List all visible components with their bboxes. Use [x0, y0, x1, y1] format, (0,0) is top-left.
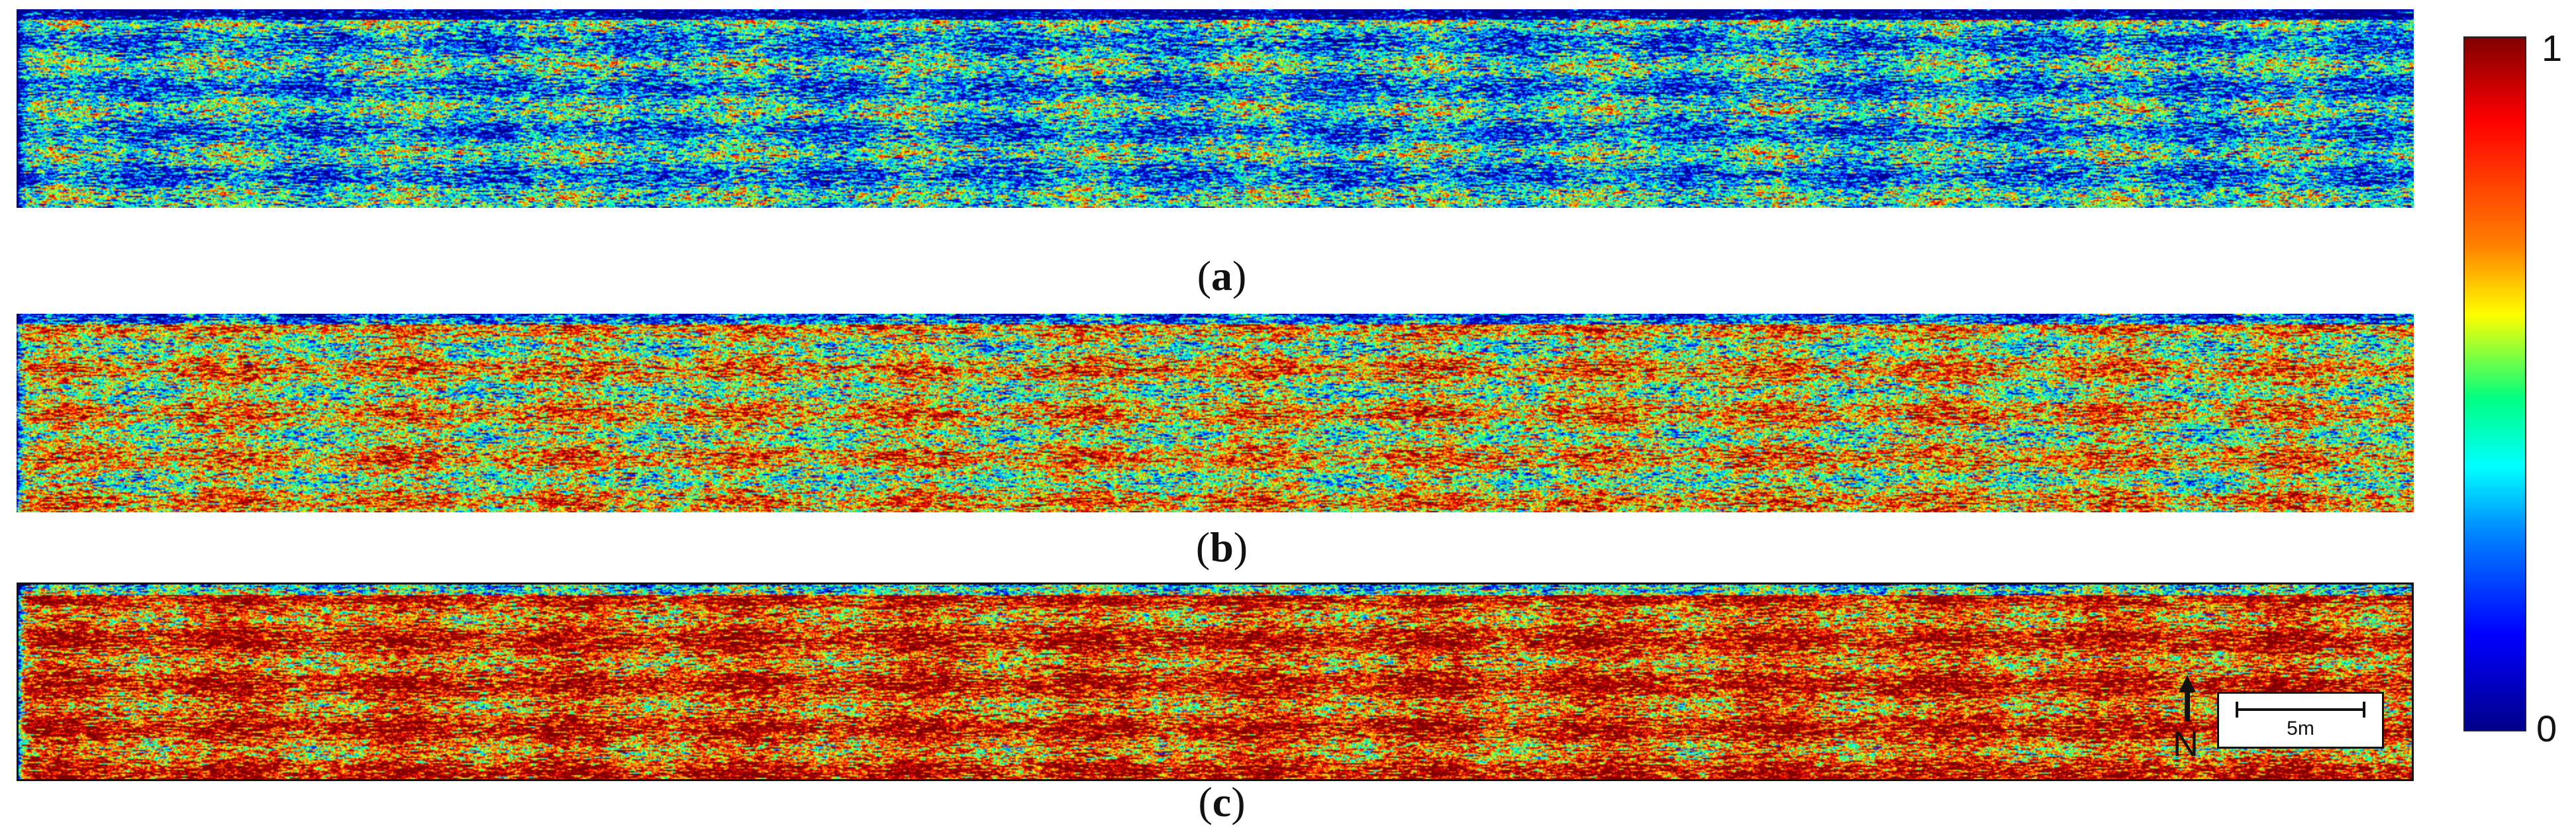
index-map-panel-c [17, 583, 2414, 781]
colorbar-max-label: 1 [2542, 27, 2563, 69]
scale-bar-tick-left [2236, 702, 2238, 718]
caption-b: (b) [1195, 524, 1248, 571]
scale-bar-tick-right [2363, 702, 2365, 718]
colorbar [2463, 36, 2526, 731]
scale-bar-line [2236, 708, 2365, 711]
index-map-panel-b [17, 314, 2414, 512]
north-label: N [2173, 724, 2199, 764]
north-arrow [2171, 675, 2204, 761]
colorbar-min-label: 0 [2536, 708, 2557, 749]
heatmap-c [19, 584, 2412, 779]
index-map-panel-a [17, 9, 2414, 208]
caption-c: (c) [1198, 778, 1246, 825]
north-arrow-icon [2179, 675, 2196, 722]
heatmap-a [17, 9, 2414, 208]
caption-a: (a) [1197, 252, 1247, 299]
scale-bar-label: 5m [2287, 718, 2314, 739]
scale-bar: 5m [2217, 692, 2384, 749]
heatmap-b [17, 314, 2414, 512]
